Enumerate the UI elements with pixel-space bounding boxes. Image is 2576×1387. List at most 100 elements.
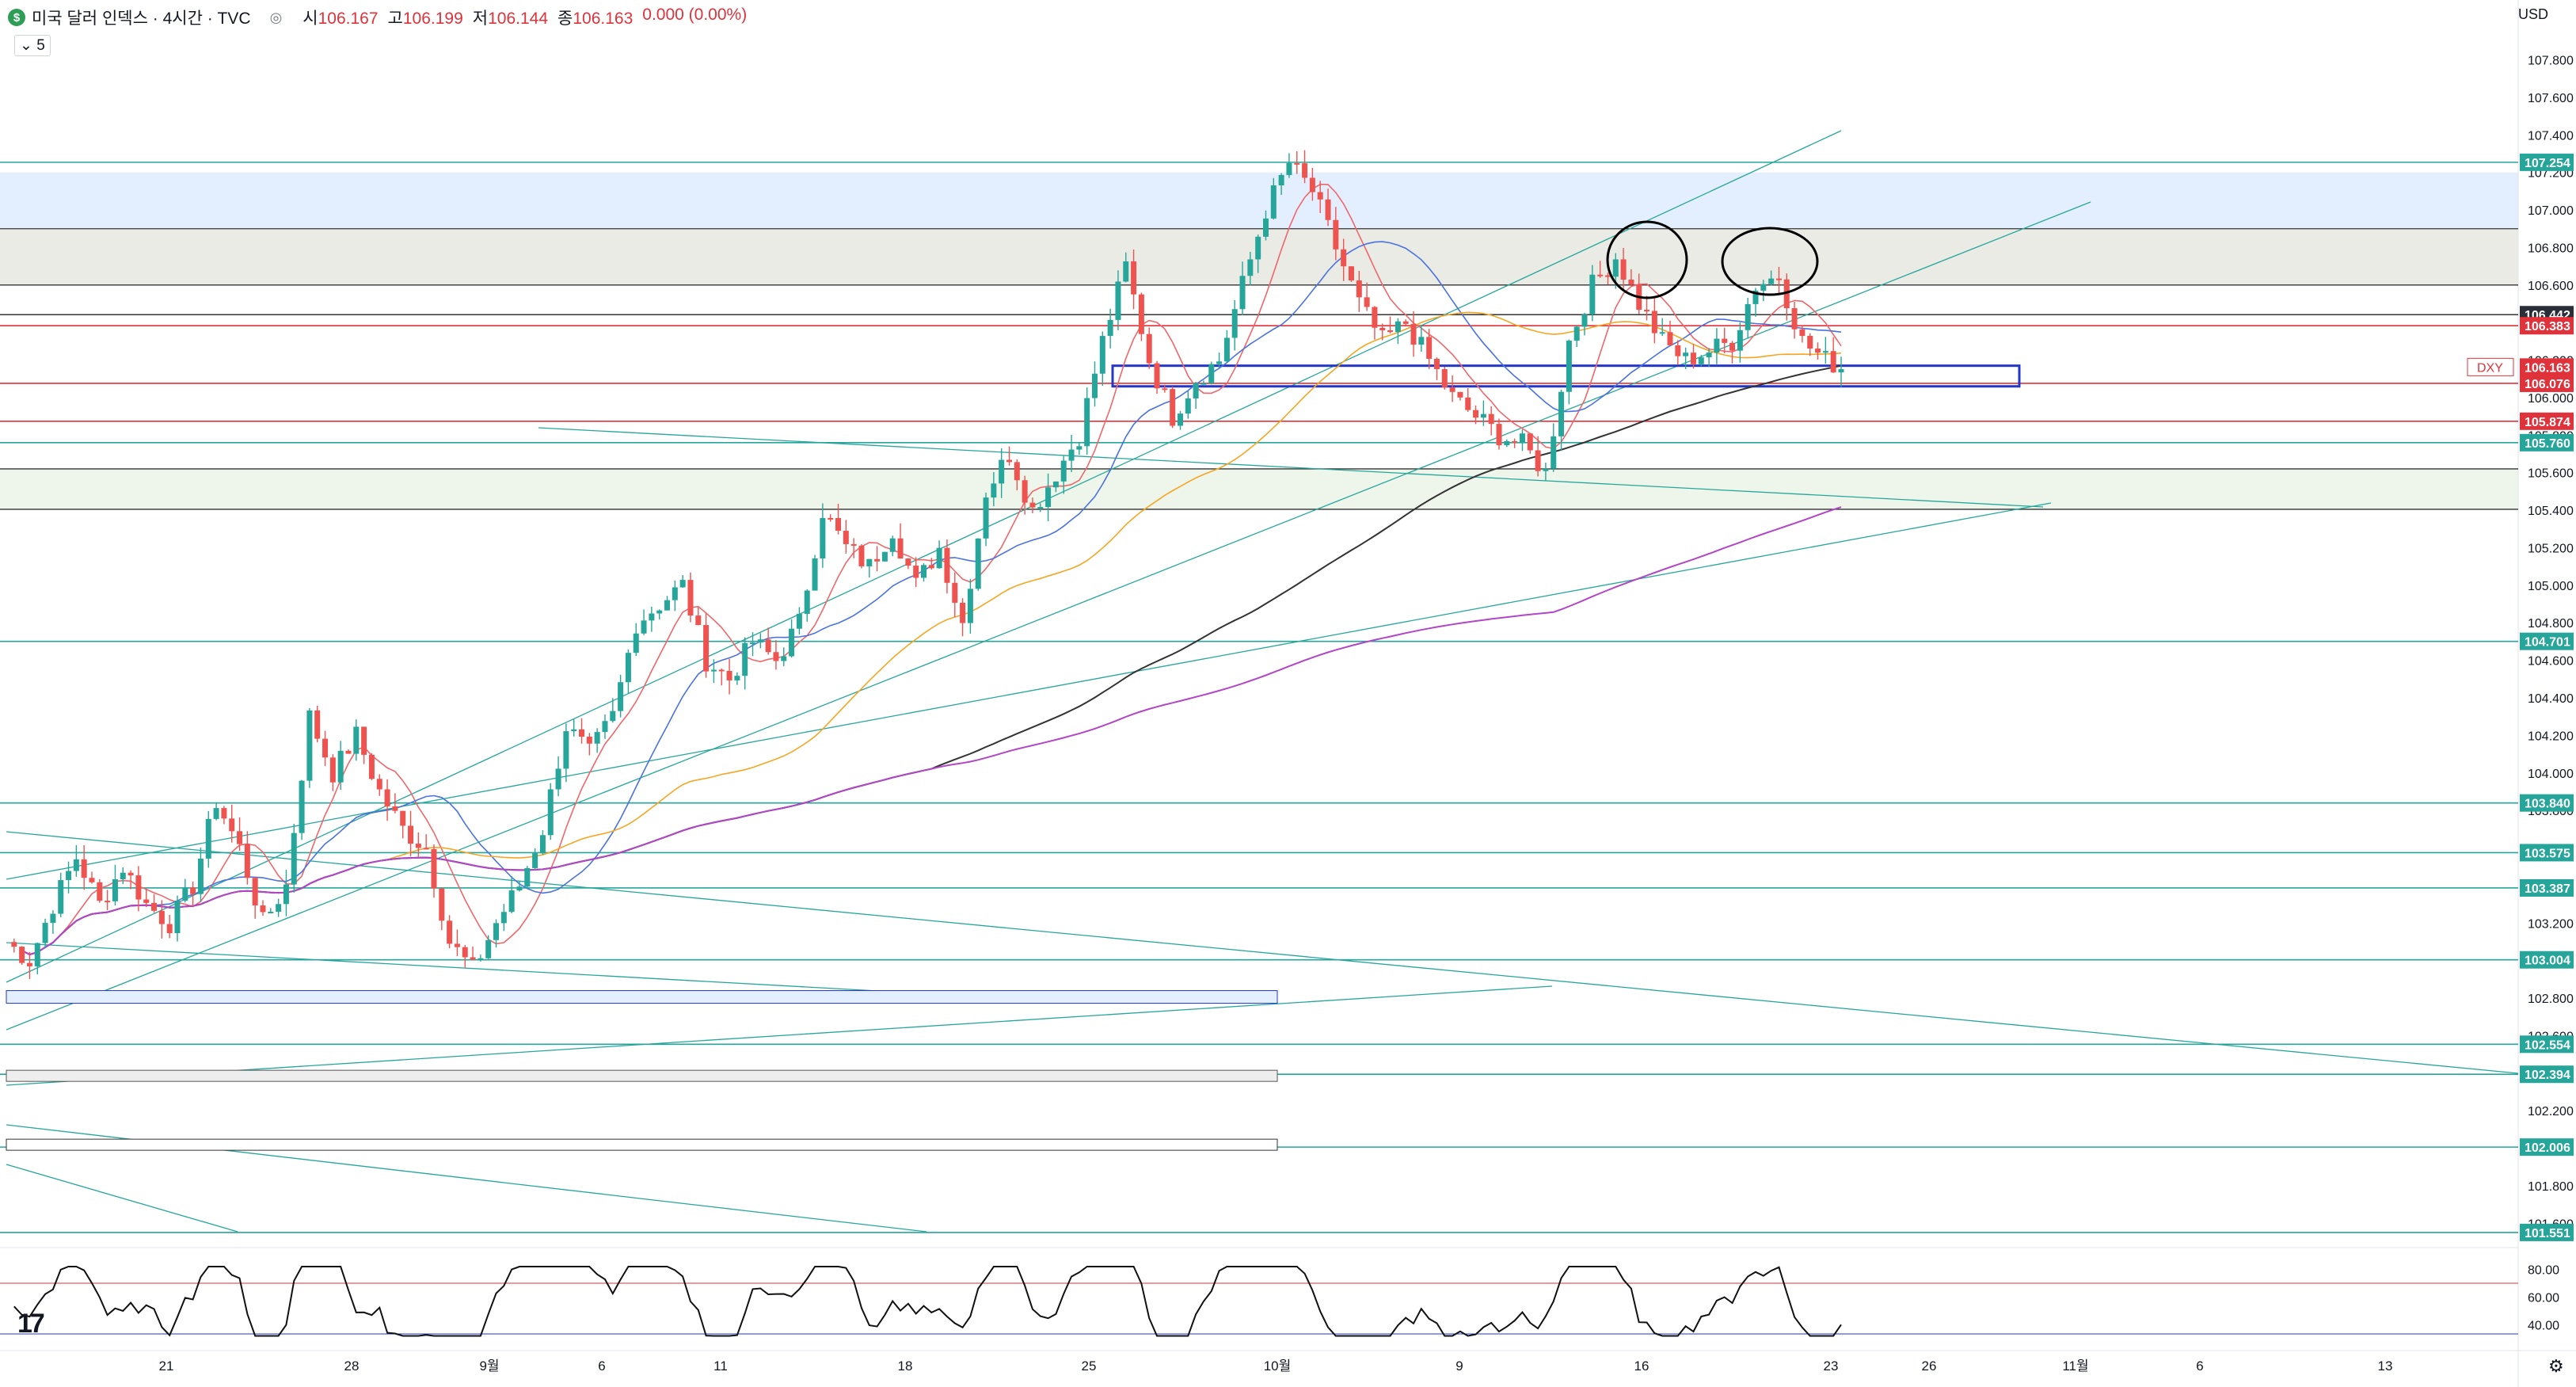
symbol-title[interactable]: 미국 달러 인덱스 · 4시간 · TVC [32, 10, 251, 28]
candle-body [1317, 192, 1323, 200]
candle-body [563, 731, 569, 769]
candle-body [1683, 352, 1689, 356]
candle-body [337, 750, 344, 783]
candle-body [889, 538, 896, 552]
time-tick-label: 9 [1455, 1358, 1463, 1374]
candle-body [1418, 337, 1425, 345]
candle-body [268, 912, 274, 914]
osc-tick-label: 60.00 [2528, 1292, 2559, 1305]
candle-body [493, 923, 500, 940]
candle-body [679, 580, 686, 588]
price-badge [2520, 632, 2574, 650]
eye-icon[interactable]: ◎ [269, 9, 283, 25]
candle-body [1231, 309, 1238, 338]
candle-body [944, 547, 950, 583]
candle-body [1247, 259, 1254, 276]
candle-body [952, 582, 958, 603]
price-tick-label: 104.800 [2528, 617, 2574, 631]
candle-body [306, 710, 313, 781]
candle-body [1216, 361, 1223, 364]
candle-body [143, 899, 150, 903]
candle-body [1535, 450, 1541, 471]
gear-icon[interactable]: ⚙ [2548, 1356, 2564, 1376]
time-tick-label: 11 [713, 1358, 728, 1374]
candle-body [1706, 352, 1712, 358]
annotation-circle [1606, 220, 1688, 299]
candle-body [1714, 338, 1720, 353]
candle-body [376, 779, 382, 790]
candle-body [897, 538, 904, 559]
candle-body [135, 875, 142, 900]
candle-body [874, 558, 881, 562]
price-axis[interactable]: 107.800107.600107.400107.200107.000106.8… [2467, 55, 2574, 1333]
candle-body [1022, 480, 1028, 503]
candle-body [1045, 487, 1052, 508]
candle-body [1457, 391, 1463, 398]
trendline [6, 502, 2052, 880]
candle-body [89, 878, 95, 882]
candle-body [1091, 373, 1098, 398]
candle-body [586, 737, 592, 744]
candle-body [1566, 341, 1572, 392]
candle-body [1193, 383, 1199, 398]
candle-body [1604, 275, 1611, 277]
candle-body [1644, 310, 1650, 312]
time-axis[interactable]: 21 28 9월 6 11 18 25 10월 9 16 23 26 11월 6 13 [159, 1358, 2393, 1374]
tradingview-logo-icon[interactable]: 17 [17, 1309, 45, 1339]
candle-body [695, 615, 702, 626]
candle-body [1107, 319, 1113, 337]
candle-body [197, 858, 204, 894]
candle-body [742, 642, 748, 676]
candle-body [73, 859, 79, 871]
candle-body [97, 882, 103, 901]
candle-body [602, 721, 608, 733]
candle-body [579, 729, 585, 737]
candle-body [454, 943, 460, 947]
candle-body [361, 726, 367, 755]
candle-body [843, 531, 849, 544]
candle-body [1722, 338, 1728, 343]
price-badge-label: 103.840 [2525, 798, 2570, 811]
candle-body [850, 543, 857, 546]
candle-body [1799, 329, 1805, 337]
zone-band [0, 172, 2518, 229]
candle-body [1745, 303, 1751, 330]
candle-body [127, 872, 134, 876]
time-tick-label: 6 [598, 1358, 605, 1374]
candle-body [1410, 323, 1417, 345]
zone-band [0, 468, 2518, 511]
candle-body [1441, 369, 1448, 388]
candle-body [1543, 468, 1549, 471]
candle-body [960, 602, 966, 623]
candle-body [1146, 333, 1152, 364]
candle-body [1558, 391, 1565, 436]
candle-body [804, 590, 810, 614]
candle-body [400, 810, 406, 826]
candle-body [1667, 332, 1673, 345]
candle-body [291, 833, 297, 885]
currency-label[interactable]: USD [2518, 6, 2549, 22]
candle-body [781, 656, 787, 661]
candle-body [431, 848, 437, 889]
candle-body [773, 652, 779, 661]
candle-body [1239, 276, 1246, 310]
candle-body [936, 547, 942, 569]
candle-body [415, 844, 421, 848]
price-badge-label: 105.760 [2525, 437, 2570, 451]
candle-body [1504, 441, 1510, 446]
candle-body [991, 483, 997, 498]
price-tick-label: 106.600 [2528, 280, 2574, 293]
candle-body [1527, 433, 1533, 451]
candle-body [625, 653, 631, 683]
price-badge-label: 104.701 [2525, 636, 2570, 650]
candle-body [1519, 433, 1525, 443]
candle-body [1379, 327, 1386, 330]
indicators-toggle[interactable]: ⌄ 5 [14, 35, 51, 56]
price-badge [2520, 794, 2574, 812]
time-tick-label: 28 [344, 1358, 360, 1374]
candle-body [283, 884, 289, 905]
candle-body [1341, 249, 1347, 267]
trendline [6, 942, 935, 995]
